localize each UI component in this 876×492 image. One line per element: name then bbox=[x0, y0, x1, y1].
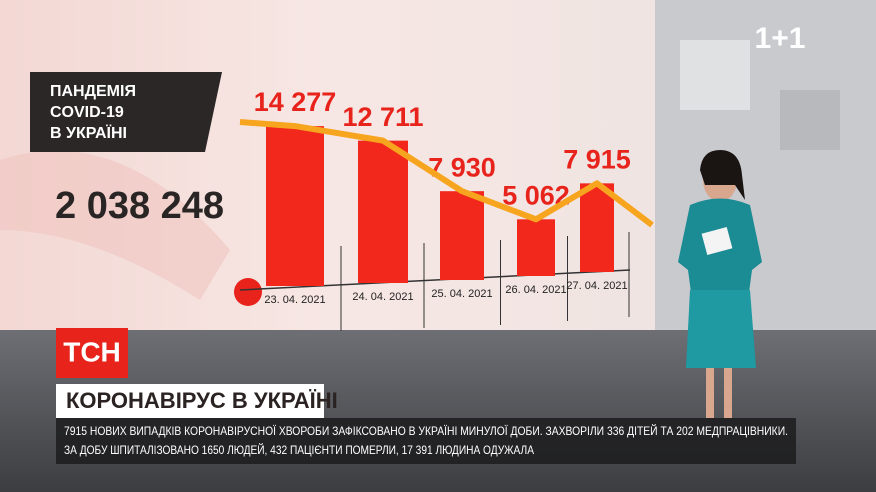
bar bbox=[517, 219, 555, 276]
virus-decoration bbox=[0, 150, 230, 300]
trend-line bbox=[239, 119, 654, 228]
tsn-logo: ТСН bbox=[63, 336, 121, 367]
x-tick-label: 27. 04. 2021 bbox=[566, 280, 627, 292]
presenter bbox=[678, 150, 762, 418]
headline-box bbox=[56, 384, 324, 418]
wall-panel bbox=[680, 40, 750, 110]
panel-title-line: ПАНДЕМІЯ bbox=[50, 83, 136, 100]
wall-panel bbox=[780, 90, 840, 150]
bar bbox=[266, 126, 324, 287]
axis-line bbox=[239, 269, 631, 291]
panel-title-line: В УКРАЇНІ bbox=[50, 124, 127, 142]
value-label: 12 711 bbox=[342, 102, 423, 132]
headline: КОРОНАВІРУС В УКРАЇНІ bbox=[66, 388, 338, 413]
bar bbox=[358, 140, 408, 283]
value-label: 7 915 bbox=[563, 144, 631, 174]
x-tick-label: 26. 04. 2021 bbox=[505, 284, 566, 296]
panel-title-line: COVID-19 bbox=[50, 104, 124, 121]
x-tick-label: 25. 04. 2021 bbox=[431, 288, 492, 300]
channel-logo: 1+1 bbox=[755, 22, 806, 55]
x-tick-label: 24. 04. 2021 bbox=[352, 291, 413, 303]
ticker-box bbox=[56, 418, 796, 464]
value-label: 14 277 bbox=[254, 87, 337, 117]
stats-panel bbox=[30, 72, 222, 152]
tsn-logo-box bbox=[56, 328, 128, 378]
total-cases: 2 038 248 bbox=[55, 185, 224, 227]
bar bbox=[440, 191, 484, 280]
ticker-line: ЗА ДОБУ ШПИТАЛІЗОВАНО 1650 ЛЮДЕЙ, 432 ПА… bbox=[64, 442, 534, 457]
bar bbox=[580, 183, 614, 272]
ticker-line: 7915 НОВИХ ВИПАДКІВ КОРОНАВІРУСНОЇ ХВОРО… bbox=[64, 423, 788, 438]
x-tick-label: 23. 04. 2021 bbox=[264, 294, 325, 306]
virus-icon bbox=[234, 278, 262, 306]
